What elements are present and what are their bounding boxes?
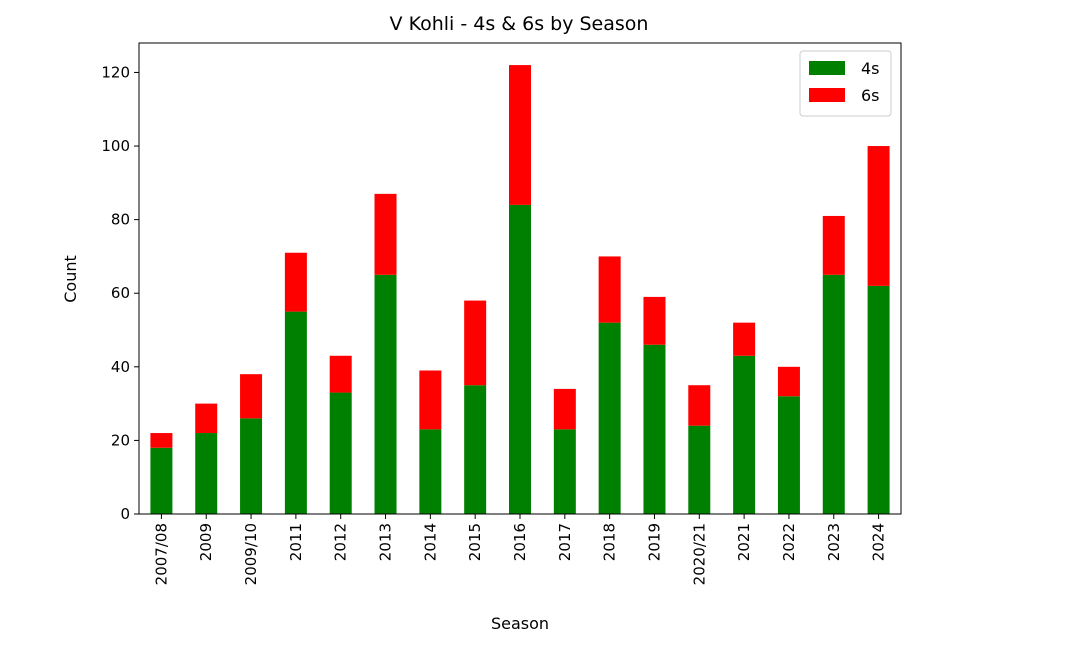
x-tick-label: 2016 [511, 523, 529, 561]
chart-title: V Kohli - 4s & 6s by Season [390, 13, 649, 35]
x-tick-label: 2009 [197, 523, 215, 561]
x-tick-label: 2021 [735, 523, 753, 561]
y-axis-label: Count [61, 255, 80, 303]
bar-6s-2015 [464, 300, 487, 386]
bar-4s-2007-08 [150, 447, 173, 514]
bar-4s-2022 [777, 396, 800, 514]
y-tick-label: 100 [101, 137, 130, 155]
x-tick-label: 2023 [825, 523, 843, 561]
bar-4s-2018 [598, 322, 621, 514]
y-tick-label: 80 [111, 211, 130, 229]
y-axis: 0 20 40 60 80 100 120 [101, 63, 139, 523]
bar-4s-2014 [419, 429, 442, 514]
bar-4s-2011 [284, 311, 307, 514]
bar-4s-2013 [374, 274, 397, 514]
bar-4s-2009-10 [240, 418, 263, 514]
bar-6s-2022 [777, 366, 800, 397]
legend-swatch-6s [809, 88, 845, 102]
bar-6s-2016 [509, 65, 531, 205]
x-tick-label: 2011 [287, 523, 305, 561]
bar-6s-2007-08 [150, 433, 173, 448]
bar-4s-2024 [867, 285, 890, 514]
y-tick-label: 60 [111, 284, 130, 302]
x-tick-label: 2017 [556, 523, 574, 561]
legend-label-6s: 6s [861, 86, 880, 105]
x-tick-label: 2024 [870, 523, 888, 561]
bar-6s-2013 [374, 193, 397, 275]
x-tick-label: 2013 [377, 523, 395, 561]
bar-6s-2024 [867, 146, 890, 286]
x-axis-label: Season [491, 614, 549, 633]
x-axis: 2007/08 2009 2009/10 2011 2012 2013 2014 2015 20… [152, 514, 888, 585]
bar-6s-2021 [733, 322, 756, 356]
x-tick-label: 2022 [780, 523, 798, 561]
x-tick-label: 2019 [645, 523, 663, 561]
x-tick-label: 2009/10 [242, 523, 260, 585]
bar-6s-2018 [598, 256, 621, 323]
bar-6s-2023 [822, 215, 845, 275]
bar-6s-2020-21 [688, 385, 711, 426]
x-tick-label: 2007/08 [152, 523, 170, 585]
bar-4s-2020-21 [688, 425, 711, 514]
y-tick-label: 120 [101, 63, 130, 81]
x-tick-label: 2014 [421, 523, 439, 561]
bar-6s-2019 [643, 296, 666, 345]
bar-6s-2014 [419, 370, 442, 430]
bar-4s-2023 [822, 274, 845, 514]
x-tick-label: 2020/21 [690, 523, 708, 585]
x-tick-label: 2018 [601, 523, 619, 561]
bars-group [150, 65, 890, 514]
legend-swatch-4s [809, 61, 845, 75]
bar-6s-2012 [329, 355, 352, 393]
bar-4s-2009 [195, 433, 218, 514]
y-tick-label: 20 [111, 431, 130, 449]
bar-6s-2017 [553, 388, 576, 430]
x-tick-label: 2015 [466, 523, 484, 561]
bar-4s-2012 [329, 392, 352, 514]
legend-label-4s: 4s [861, 59, 880, 78]
y-tick-label: 40 [111, 358, 130, 376]
bar-4s-2019 [643, 344, 666, 514]
bar-4s-2017 [553, 429, 576, 514]
bar-4s-2015 [464, 385, 487, 514]
bar-4s-2016 [509, 204, 531, 514]
bar-6s-2011 [284, 252, 307, 312]
bar-4s-2021 [733, 355, 756, 514]
x-tick-label: 2012 [332, 523, 350, 561]
y-tick-label: 0 [120, 505, 130, 523]
bar-6s-2009 [195, 403, 218, 434]
bar-6s-2009-10 [240, 374, 263, 419]
